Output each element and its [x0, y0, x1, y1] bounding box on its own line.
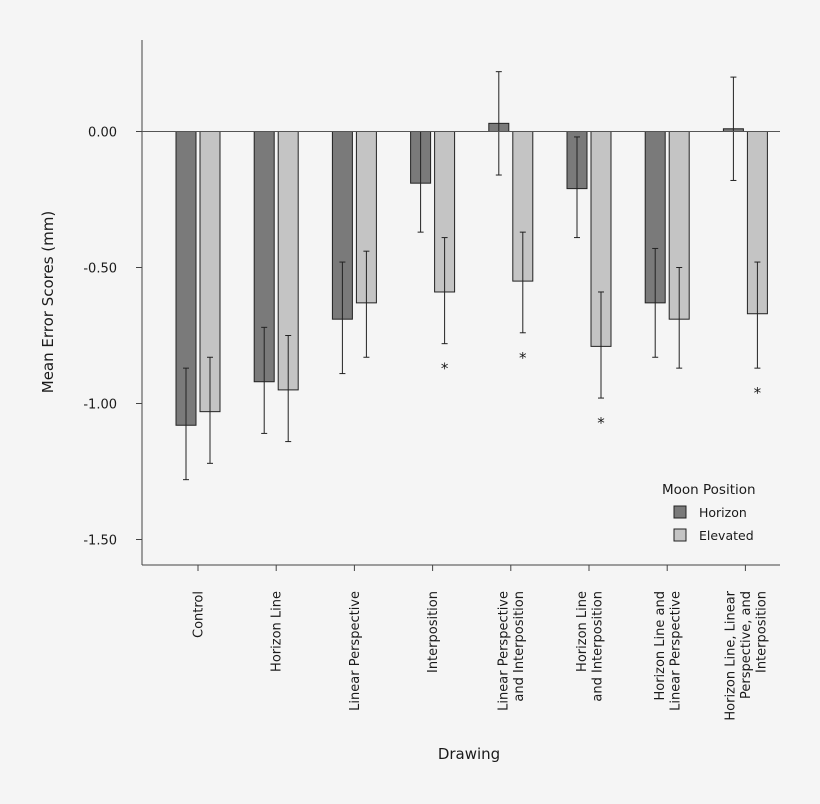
y-tick-label: 0.00	[88, 126, 117, 141]
chart-axes	[141, 40, 780, 566]
legend-title: Moon Position	[662, 482, 756, 498]
significance-marker: *	[441, 360, 449, 378]
legend-label-elevated: Elevated	[699, 528, 754, 543]
legend-swatch-elevated	[673, 528, 687, 542]
x-tick-label-line: Perspective, and	[739, 591, 754, 699]
x-tick-label-line: Horizon Line	[575, 591, 590, 672]
legend-swatch-horizon	[673, 505, 687, 519]
x-tick-label-line: Linear Perspective	[348, 591, 363, 711]
y-tick-label: -0.50	[83, 262, 117, 277]
x-tick-label: Horizon Line, Linear Perspective, and Inte…	[723, 590, 769, 720]
significance-marker: *	[754, 384, 762, 402]
y-axis-title: Mean Error Scores (mm)	[39, 211, 57, 394]
x-tick-label-line: Interposition	[754, 591, 769, 673]
x-tick-label-line: and Interposition	[512, 591, 527, 702]
chart-marks: 0.00 -0.50 -1.00 -1.50 Control Horizon Line Li…	[83, 71, 769, 721]
x-tick-label-line: Control	[192, 591, 207, 638]
x-tick-label-line: Linear Perspective	[668, 591, 683, 711]
x-axis-title: Drawing	[438, 745, 500, 763]
legend-label-horizon: Horizon	[699, 505, 747, 520]
x-tick-label-line: Horizon Line	[270, 591, 285, 672]
x-tick-label: Control	[192, 591, 207, 638]
x-tick-label: Horizon Line	[270, 591, 285, 672]
legend: Moon Position Horizon Elevated	[662, 482, 756, 543]
x-tick-label-line: Interposition	[426, 591, 441, 673]
significance-marker: *	[519, 349, 527, 367]
significance-marker: *	[597, 414, 605, 432]
x-tick-label-line: and Interposition	[590, 591, 605, 702]
y-tick-label: -1.00	[83, 398, 117, 413]
x-tick-label: Interposition	[426, 591, 441, 673]
x-tick-label: Linear Perspective and Interposition	[497, 591, 528, 711]
x-tick-label-line: Horizon Line, Linear	[723, 590, 738, 720]
y-tick-label: -1.50	[83, 534, 117, 549]
x-tick-label: Linear Perspective	[348, 591, 363, 711]
x-tick-label-line: Horizon Line and	[653, 591, 668, 701]
x-tick-label: Horizon Line and Linear Perspective	[653, 591, 684, 711]
x-tick-label: Horizon Line and Interposition	[575, 591, 606, 702]
x-tick-label-line: Linear Perspective	[497, 591, 512, 711]
